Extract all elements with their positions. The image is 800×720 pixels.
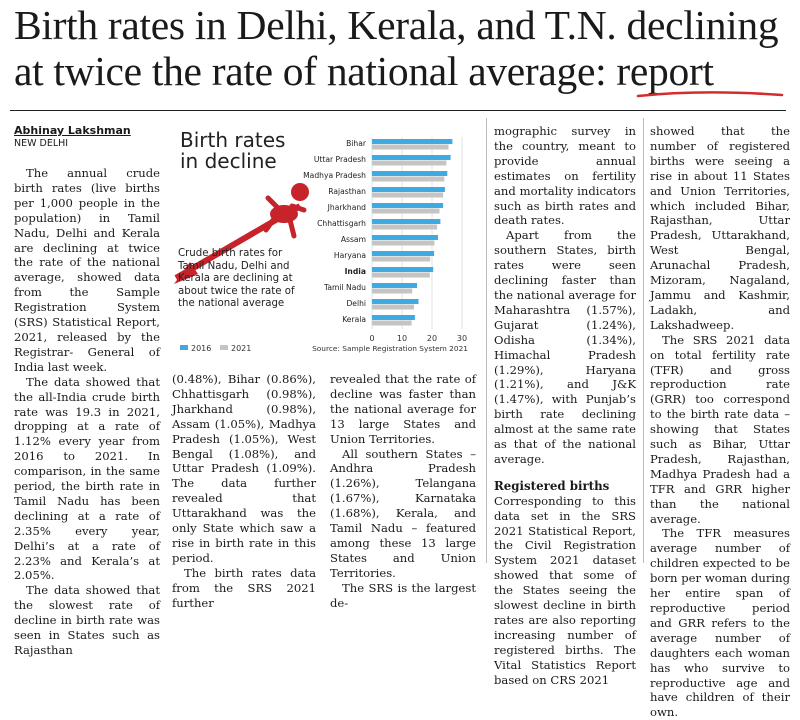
headline-line-2: at twice the rate of national average: r… xyxy=(14,48,714,94)
paragraph: The data showed that the slowest rate of… xyxy=(14,583,160,657)
x-tick-label: 30 xyxy=(457,334,467,343)
bar-2016 xyxy=(372,187,445,192)
column-divider xyxy=(643,118,644,563)
bar-2021 xyxy=(372,160,447,166)
article-column-5: showed that the number of registered bir… xyxy=(650,124,790,720)
headline-rule xyxy=(10,110,786,111)
bar-2021 xyxy=(372,272,430,278)
category-label: Chhattisgarh xyxy=(317,219,366,228)
bar-2016 xyxy=(372,235,438,240)
bar-2021 xyxy=(372,224,438,230)
bar-2021 xyxy=(372,288,413,294)
bar-2016 xyxy=(372,315,415,320)
bar-2016 xyxy=(372,139,453,144)
bar-2016 xyxy=(372,267,434,272)
bar-2016 xyxy=(372,203,444,208)
bar-2021 xyxy=(372,240,435,246)
bar-2016 xyxy=(372,251,435,256)
article-column-2: (0.48%), Bihar (0.86%), Chhattisgarh (0.… xyxy=(172,372,316,611)
declining-arrow-illustration xyxy=(174,183,309,284)
paragraph: showed that the number of registered bir… xyxy=(650,124,790,332)
bar-2021 xyxy=(372,304,414,310)
category-label: Assam xyxy=(341,235,366,244)
bar-2021 xyxy=(372,256,431,262)
paragraph: The SRS 2021 data on total fertility rat… xyxy=(650,332,790,526)
article-column-3: revealed that the rate of decline was fa… xyxy=(330,372,476,611)
byline-author: Abhinay Lakshman xyxy=(14,124,131,137)
article-column-4: mographic survey in the country, meant t… xyxy=(494,124,636,688)
bar-2016 xyxy=(372,219,441,224)
x-tick-label: 0 xyxy=(369,334,374,343)
chart-source: Source: Sample Registration System 2021 xyxy=(312,344,468,353)
paragraph: The SRS is the largest de- xyxy=(330,580,476,610)
article-column-1: Abhinay Lakshman NEW DELHI The annual cr… xyxy=(14,124,160,658)
birth-rate-chart: Birth rates in decline Crude birth rates… xyxy=(172,120,482,356)
paragraph: The TFR measures average number of child… xyxy=(650,526,790,720)
headline-line-1: Birth rates in Delhi, Kerala, and T.N. d… xyxy=(14,2,779,48)
category-label: Jharkhand xyxy=(327,203,367,212)
x-tick-label: 20 xyxy=(427,334,437,343)
bar-2016 xyxy=(372,299,419,304)
legend-swatch xyxy=(180,345,188,350)
x-tick-label: 10 xyxy=(397,334,407,343)
column-divider xyxy=(486,118,487,563)
bar-2021 xyxy=(372,176,445,182)
category-label: India xyxy=(345,267,366,276)
paragraph: The annual crude birth rates (live birth… xyxy=(14,166,160,374)
legend-label: 2016 xyxy=(191,344,211,353)
bar-chart: 0 10 20 30 Bihar Uttar Pradesh Madhya Pradesh R… xyxy=(180,137,468,353)
paragraph: The data showed that the all-India crude… xyxy=(14,374,160,583)
paragraph: Apart from the southern States, birth ra… xyxy=(494,228,636,466)
category-label: Delhi xyxy=(346,299,366,308)
paragraph: (0.48%), Bihar (0.86%), Chhattisgarh (0.… xyxy=(172,372,316,565)
paragraph: The birth rates data from the SRS 2021 f… xyxy=(172,565,316,610)
paragraph: All southern States – Andhra Pradesh (1.… xyxy=(330,446,476,580)
category-label: Kerala xyxy=(342,315,366,324)
bar-2021 xyxy=(372,144,449,150)
bar-2016 xyxy=(372,171,448,176)
dateline: NEW DELHI xyxy=(14,138,69,149)
category-label: Bihar xyxy=(346,139,367,148)
bar-2021 xyxy=(372,208,440,214)
category-label: Rajasthan xyxy=(328,187,366,196)
subhead-registered-births: Registered births xyxy=(494,478,610,493)
bar-2021 xyxy=(372,320,412,326)
chart-note: Crude birth rates for Tamil Nadu, Delhi … xyxy=(178,248,295,310)
legend-swatch xyxy=(220,345,228,350)
paragraph: Corresponding to this data set in the SR… xyxy=(494,493,636,687)
category-label: Uttar Pradesh xyxy=(314,155,366,164)
headline: Birth rates in Delhi, Kerala, and T.N. d… xyxy=(14,2,794,94)
bar-2021 xyxy=(372,192,444,198)
bar-2016 xyxy=(372,283,417,288)
bar-2016 xyxy=(372,155,451,160)
category-label: Madhya Pradesh xyxy=(303,171,366,180)
legend-label: 2021 xyxy=(231,344,251,353)
handdrawn-underline xyxy=(636,91,784,98)
category-label: Haryana xyxy=(334,251,366,260)
chart-title: Birth rates in decline xyxy=(180,128,286,173)
paragraph: mographic survey in the country, meant t… xyxy=(494,124,636,228)
category-label: Tamil Nadu xyxy=(323,283,366,292)
paragraph: revealed that the rate of decline was fa… xyxy=(330,372,476,446)
